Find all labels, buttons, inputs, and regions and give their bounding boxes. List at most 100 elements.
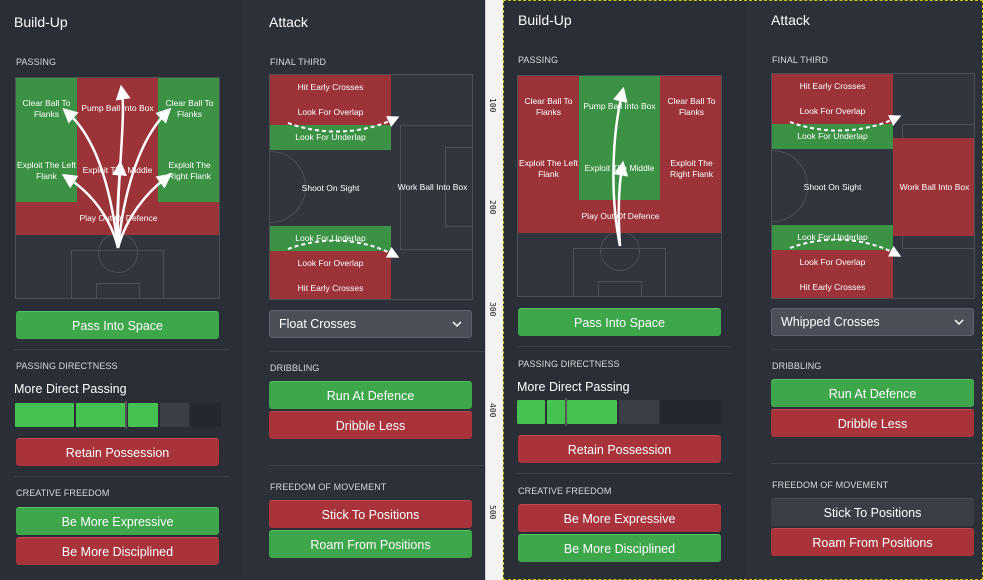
zone-underlap-top[interactable]: Look For Underlap: [772, 124, 893, 149]
passing-label: PASSING: [518, 55, 559, 65]
dribble-less-button[interactable]: Dribble Less: [269, 411, 472, 439]
zone-clear-right[interactable]: Clear Ball To Flanks: [158, 78, 219, 139]
slider-handle[interactable]: [565, 398, 567, 426]
pass-into-space-button[interactable]: Pass Into Space: [518, 308, 721, 336]
ruler-mark: 500: [488, 505, 497, 520]
slider-segment: [76, 403, 126, 427]
pass-into-space-button[interactable]: Pass Into Space: [16, 311, 219, 339]
passing-directness-label: PASSING DIRECTNESS: [518, 359, 620, 369]
be-more-disciplined-button[interactable]: Be More Disciplined: [16, 537, 219, 565]
zone-overlap-bottom[interactable]: Look For Overlap: [772, 250, 893, 275]
crossing-select-value: Float Crosses: [279, 317, 357, 331]
zone-overlap-bottom[interactable]: Look For Overlap: [270, 251, 391, 276]
passing-label: PASSING: [16, 57, 57, 67]
slider-segment: [661, 400, 721, 424]
slider-segment: [15, 403, 74, 427]
buildup-title: Build-Up: [14, 14, 68, 30]
stick-to-positions-button[interactable]: Stick To Positions: [771, 498, 974, 526]
crossing-select[interactable]: Whipped Crosses: [771, 308, 974, 336]
buildup-pitch: Clear Ball To Flanks Pump Ball Into Box …: [15, 77, 220, 299]
zone-hit-early-bottom[interactable]: Hit Early Crosses: [772, 275, 893, 298]
slider-segment: [191, 403, 221, 427]
be-more-expressive-button[interactable]: Be More Expressive: [518, 504, 721, 532]
attack-penalty-box: [400, 125, 472, 250]
attack-title: Attack: [269, 14, 308, 30]
divider: [771, 349, 982, 350]
ruler-mark: 400: [488, 403, 497, 418]
chevron-down-icon: [954, 319, 964, 326]
zone-underlap-top[interactable]: Look For Underlap: [270, 125, 391, 150]
chevron-down-icon: [452, 321, 462, 328]
run-at-defence-button[interactable]: Run At Defence: [269, 381, 472, 409]
directness-slider[interactable]: [15, 401, 221, 429]
zone-hit-early-top[interactable]: Hit Early Crosses: [270, 75, 391, 100]
roam-from-positions-button[interactable]: Roam From Positions: [771, 528, 974, 556]
crossing-select-value: Whipped Crosses: [781, 315, 880, 329]
ruler-mark: 200: [488, 200, 497, 215]
left-tactics-panel: Build-Up PASSING Clear Ball To Flanks Pu…: [0, 0, 485, 580]
zone-exploit-right[interactable]: Exploit The Right Flank: [158, 139, 219, 202]
slider-segment: [160, 403, 189, 427]
ruler-mark: 100: [488, 98, 497, 113]
zone-work-ball[interactable]: Work Ball Into Box: [397, 182, 468, 192]
passing-arrows-icon: [612, 86, 629, 247]
final-third-label: FINAL THIRD: [270, 57, 327, 67]
attack-column: Attack FINAL THIRD Hit Early Crosses Loo…: [746, 1, 982, 579]
zone-underlap-bottom[interactable]: Look For Underlap: [772, 225, 893, 250]
zone-shoot[interactable]: Shoot On Sight: [803, 181, 862, 192]
zone-hit-early-top[interactable]: Hit Early Crosses: [772, 74, 893, 99]
be-more-disciplined-button[interactable]: Be More Disciplined: [518, 534, 721, 562]
slider-segment: [517, 400, 545, 424]
freedom-of-movement-label: FREEDOM OF MOVEMENT: [270, 482, 387, 492]
divider: [516, 473, 732, 474]
buildup-column: Build-Up PASSING Clear Ball To Flanks Pu…: [504, 1, 746, 579]
run-at-defence-button[interactable]: Run At Defence: [771, 379, 974, 407]
directness-value: More Direct Passing: [14, 382, 127, 396]
divider: [269, 351, 485, 352]
directness-value: More Direct Passing: [517, 380, 630, 394]
zone-overlap-top[interactable]: Look For Overlap: [772, 99, 893, 124]
zone-hit-early-bottom[interactable]: Hit Early Crosses: [270, 276, 391, 299]
zone-work-ball[interactable]: Work Ball Into Box: [893, 138, 974, 236]
zone-shoot[interactable]: Shoot On Sight: [301, 182, 360, 193]
crossing-arrows-icon: [287, 116, 400, 258]
passing-directness-label: PASSING DIRECTNESS: [16, 361, 118, 371]
divider: [516, 346, 732, 347]
crossing-arrows-icon: [789, 115, 902, 257]
roam-from-positions-button[interactable]: Roam From Positions: [269, 530, 472, 558]
dribbling-label: DRIBBLING: [772, 361, 822, 371]
attack-title: Attack: [771, 12, 810, 28]
attack-pitch: Hit Early Crosses Look For Overlap Look …: [269, 74, 473, 300]
be-more-expressive-button[interactable]: Be More Expressive: [16, 507, 219, 535]
zone-underlap-bottom[interactable]: Look For Underlap: [270, 226, 391, 251]
attack-six-yard-box: [445, 147, 472, 227]
six-yard-box: [96, 283, 140, 298]
slider-segment: [547, 398, 567, 426]
divider: [771, 463, 982, 464]
directness-slider[interactable]: [517, 398, 723, 426]
passing-arrows-icon: [61, 84, 172, 249]
slider-segment: [125, 401, 158, 429]
retain-possession-button[interactable]: Retain Possession: [518, 435, 721, 463]
buildup-title: Build-Up: [518, 12, 572, 28]
final-third-label: FINAL THIRD: [772, 55, 829, 65]
vertical-ruler: [485, 0, 503, 580]
zone-overlap-top[interactable]: Look For Overlap: [270, 100, 391, 125]
zone-exploit-left[interactable]: Exploit The Left Flank: [518, 137, 579, 200]
six-yard-box: [598, 281, 642, 296]
stick-to-positions-button[interactable]: Stick To Positions: [269, 500, 472, 528]
zone-clear-left[interactable]: Clear Ball To Flanks: [518, 76, 579, 137]
retain-possession-button[interactable]: Retain Possession: [16, 438, 219, 466]
buildup-column: Build-Up PASSING Clear Ball To Flanks Pu…: [0, 0, 243, 580]
zone-exploit-right[interactable]: Exploit The Right Flank: [660, 137, 721, 200]
slider-segment: [567, 400, 617, 424]
buildup-pitch: Clear Ball To Flanks Pump Ball Into Box …: [517, 75, 722, 297]
crossing-select[interactable]: Float Crosses: [269, 310, 472, 338]
divider: [269, 465, 485, 466]
dribble-less-button[interactable]: Dribble Less: [771, 409, 974, 437]
zone-clear-right[interactable]: Clear Ball To Flanks: [660, 76, 721, 137]
zone-exploit-left[interactable]: Exploit The Left Flank: [16, 139, 77, 202]
slider-handle[interactable]: [125, 401, 127, 429]
slider-segment: [619, 400, 659, 424]
divider: [14, 476, 230, 477]
